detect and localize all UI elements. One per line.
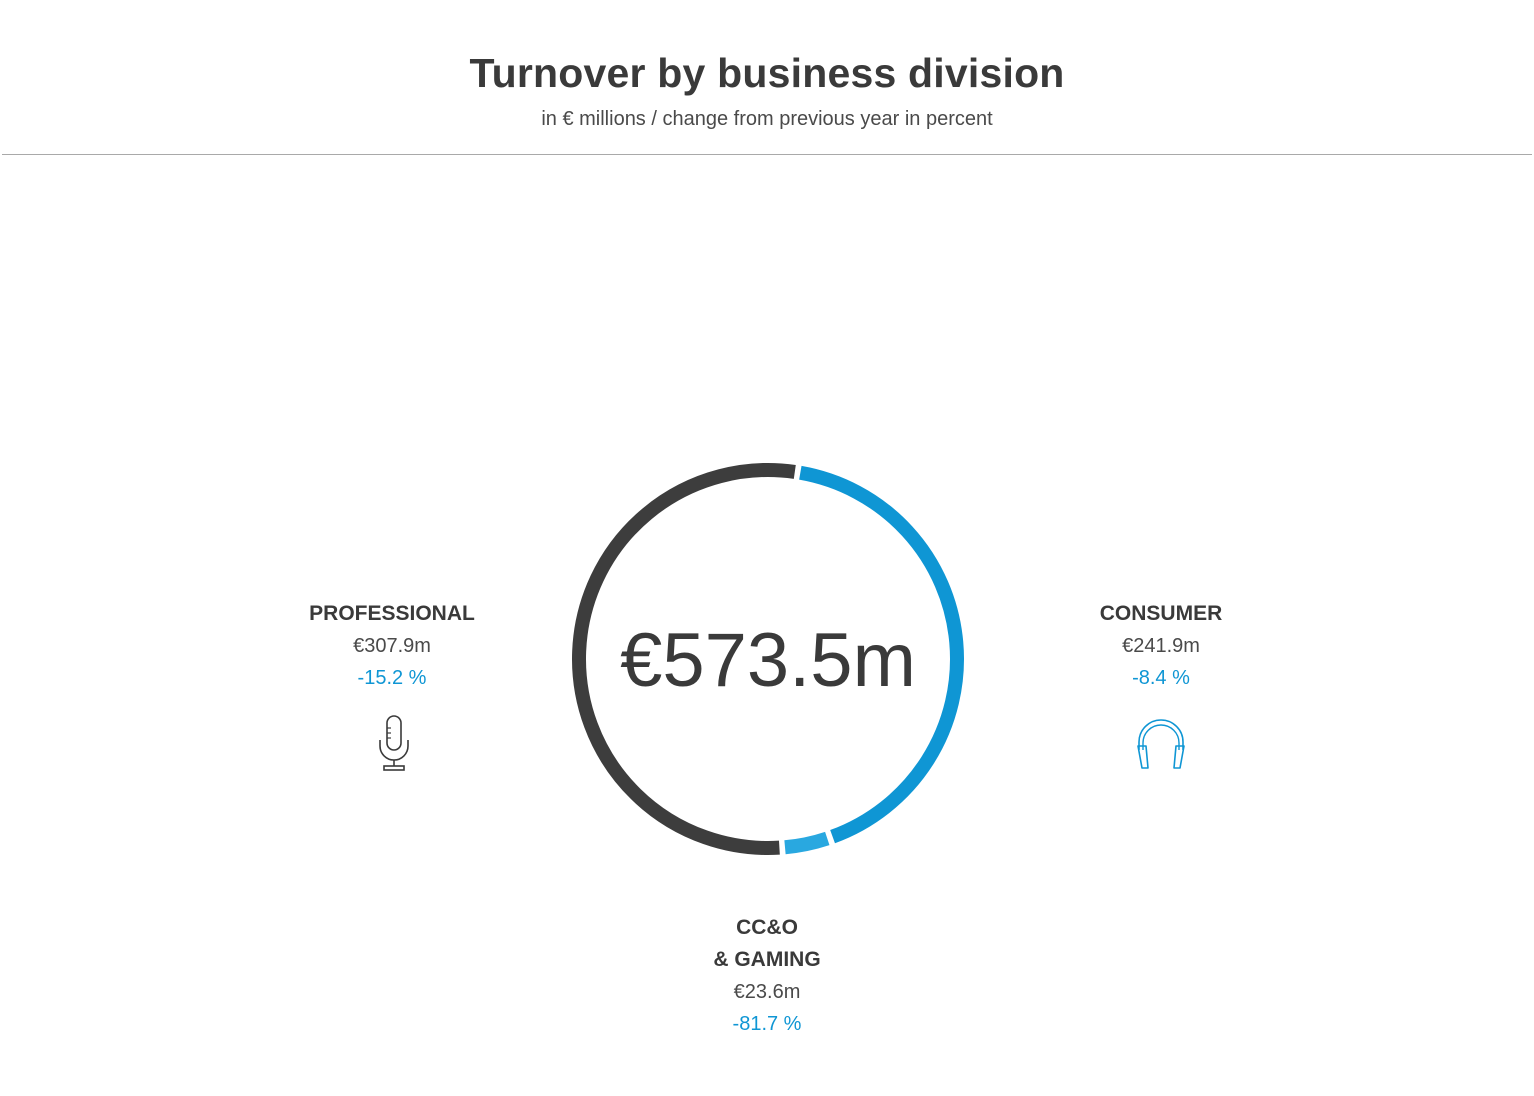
consumer-name: CONSUMER <box>1099 602 1223 625</box>
professional-name: PROFESSIONAL <box>309 602 475 625</box>
professional-value: €307.9m <box>353 635 431 657</box>
microphone-icon <box>379 715 409 771</box>
header-divider <box>2 154 1532 155</box>
consumer-segment <box>799 465 964 844</box>
professional-segment <box>572 463 796 855</box>
professional-label-block: PROFESSIONAL €307.9m -15.2 % <box>262 598 522 694</box>
headphones-icon <box>1137 719 1185 769</box>
professional-change: -15.2 % <box>357 667 427 689</box>
ccog-segment <box>784 831 830 855</box>
ccog-label-block: CC&O & GAMING €23.6m -81.7 % <box>637 912 897 1040</box>
ccog-change: -81.7 % <box>732 1013 802 1035</box>
ccog-name-line1: CC&O <box>736 916 798 939</box>
chart-title: Turnover by business division <box>469 50 1065 96</box>
ccog-value: €23.6m <box>733 981 801 1003</box>
donut-total-label: €573.5m <box>620 618 916 703</box>
consumer-change: -8.4 % <box>1132 667 1190 689</box>
chart-subtitle: in € millions / change from previous yea… <box>541 108 993 130</box>
ccog-name-line2: & GAMING <box>713 948 821 971</box>
consumer-value: €241.9m <box>1122 635 1200 657</box>
consumer-label-block: CONSUMER €241.9m -8.4 % <box>1031 598 1291 694</box>
